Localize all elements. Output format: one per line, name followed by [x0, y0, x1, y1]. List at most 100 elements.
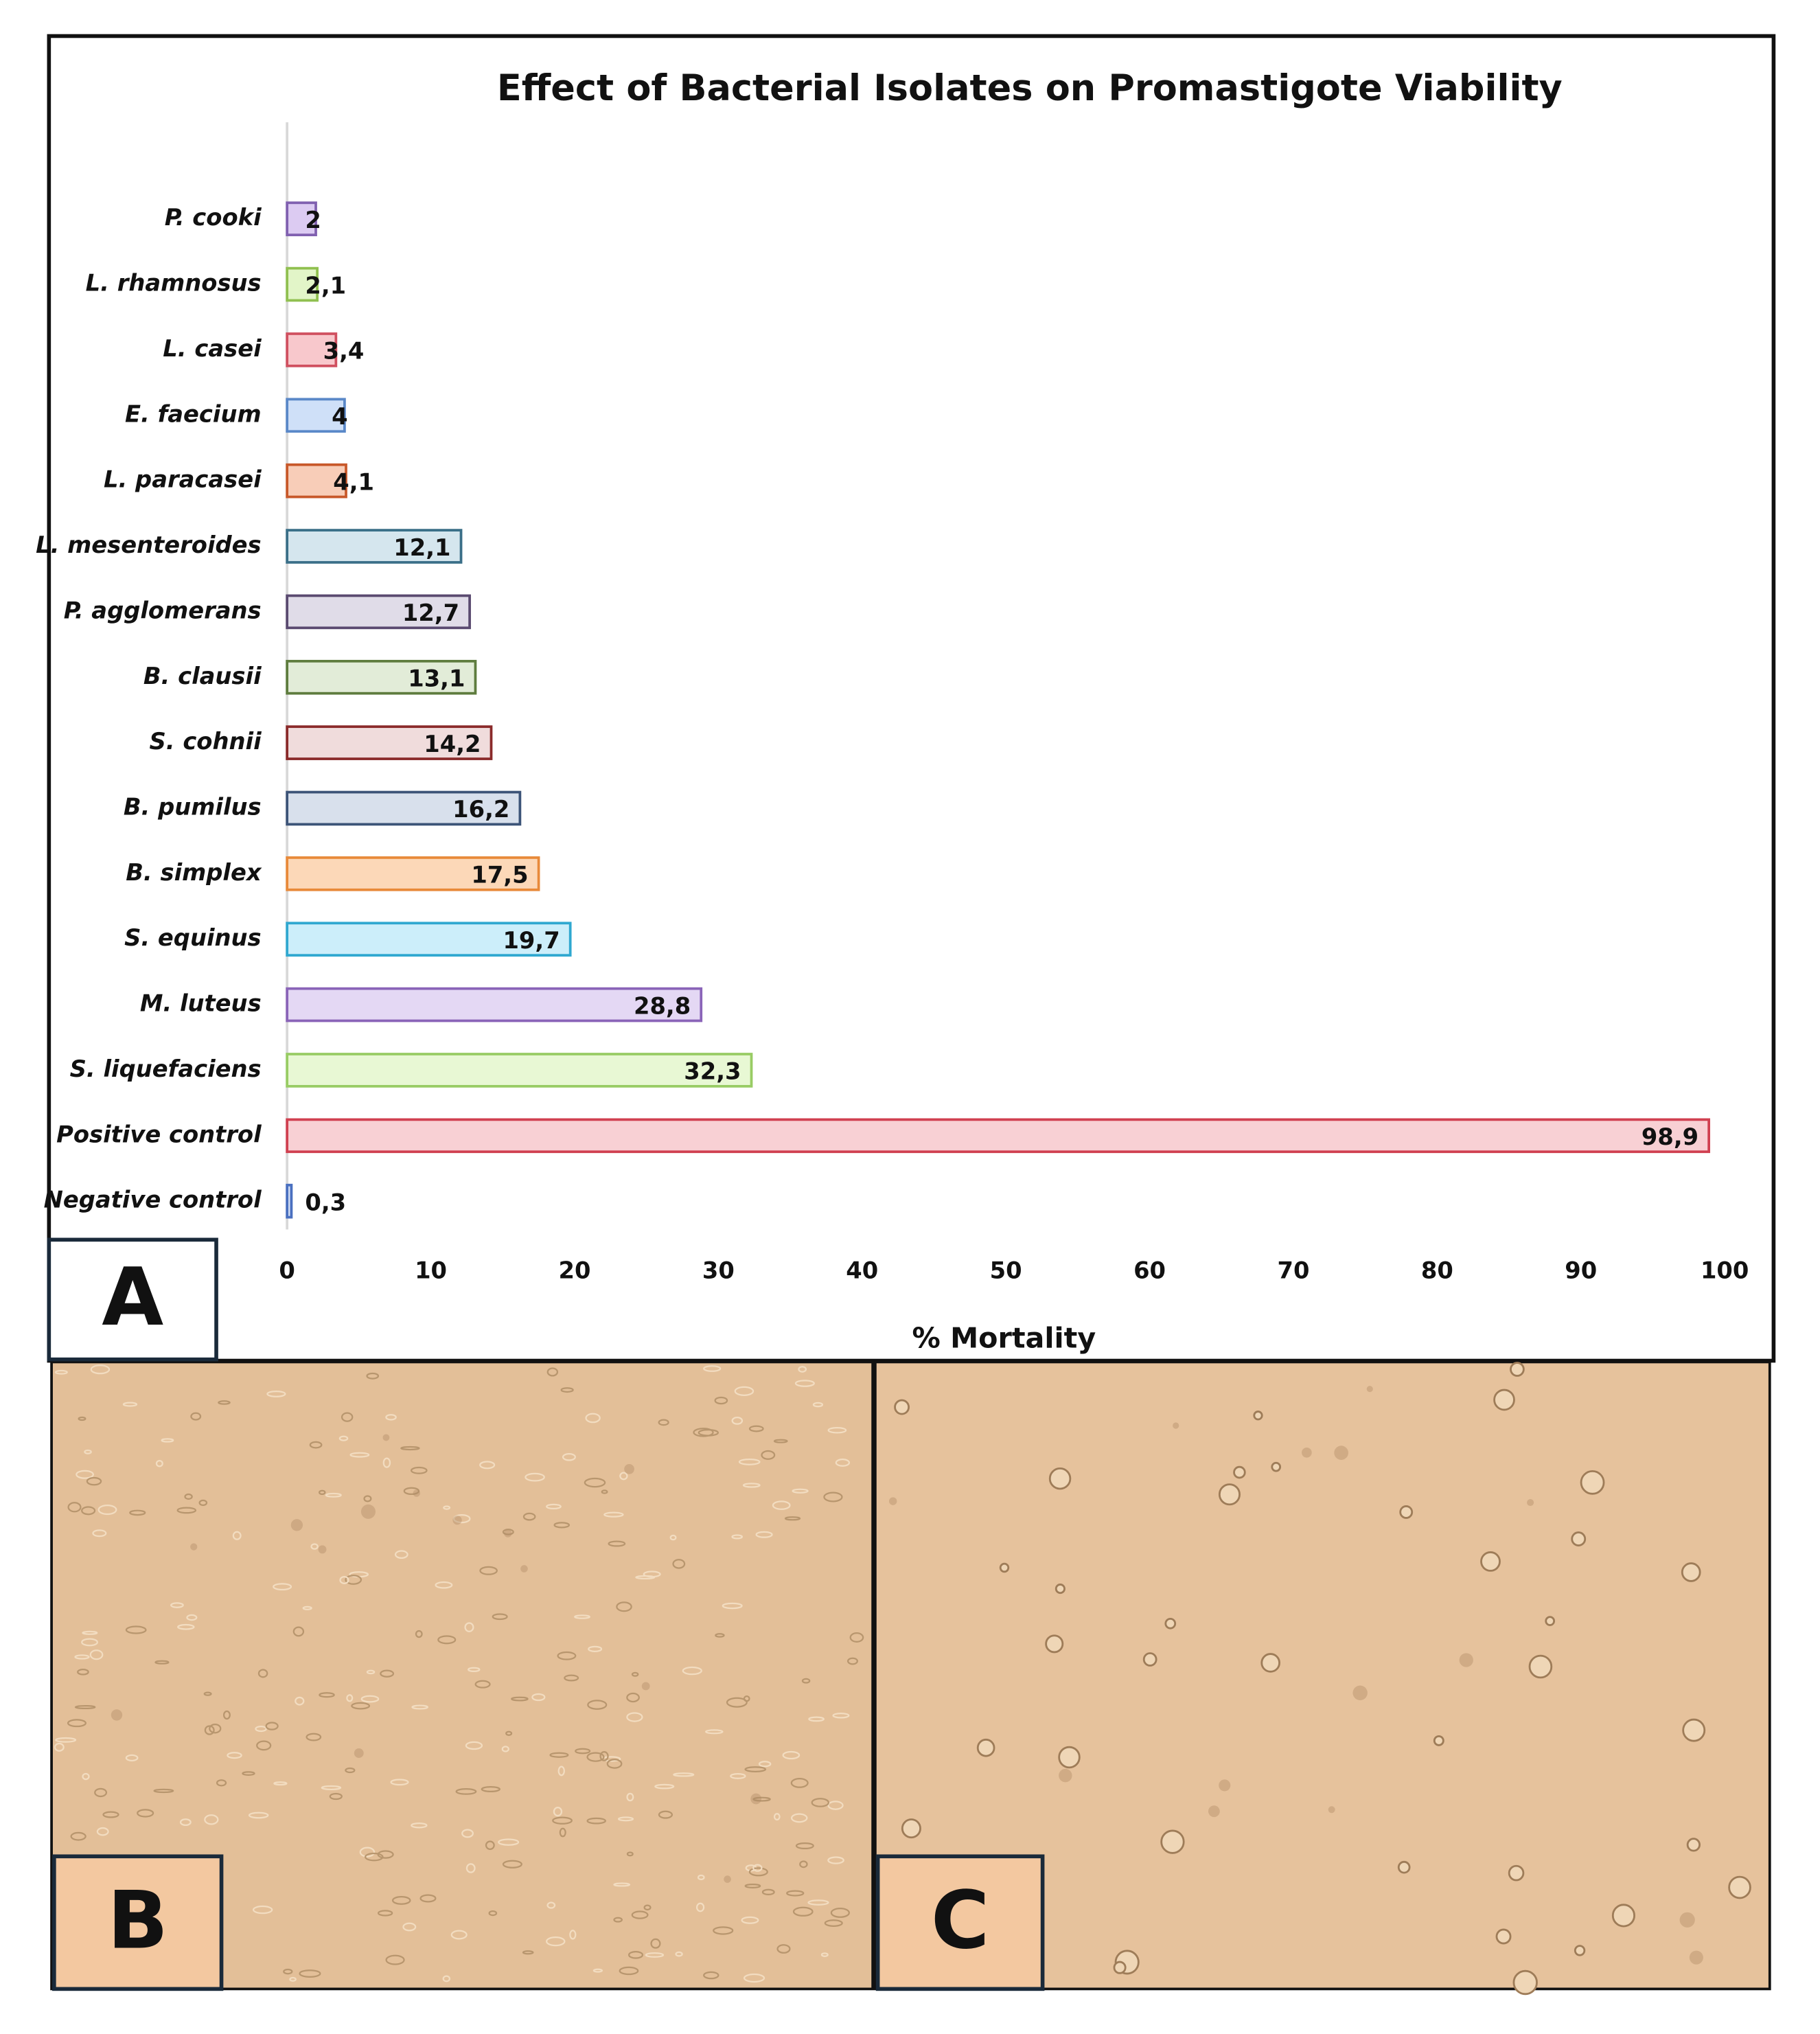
cell — [1493, 1389, 1515, 1411]
cell — [1397, 1860, 1411, 1874]
cell — [650, 1938, 661, 1949]
cell — [54, 1742, 65, 1752]
cell — [266, 1390, 286, 1397]
cell — [96, 1827, 109, 1836]
cell — [345, 1767, 356, 1774]
cell — [752, 1796, 771, 1802]
cell — [273, 1781, 288, 1786]
bar — [286, 266, 319, 302]
cell — [255, 1726, 267, 1733]
cell — [601, 1489, 608, 1494]
cell — [70, 1831, 87, 1841]
bar — [286, 398, 346, 433]
cell — [811, 1798, 829, 1807]
cell — [385, 1414, 397, 1421]
cell — [415, 1630, 423, 1638]
blot — [318, 1545, 327, 1554]
y-tick-label: L. mesenteroides — [36, 532, 262, 558]
value-label: 17,5 — [471, 862, 528, 889]
cell — [901, 1818, 921, 1839]
cell — [1399, 1505, 1414, 1519]
cell — [698, 1429, 719, 1437]
cell — [155, 1460, 163, 1467]
value-label: 3,4 — [323, 338, 365, 365]
cell — [575, 1748, 591, 1755]
cell — [569, 1930, 577, 1940]
cell — [78, 1416, 87, 1421]
value-label: 12,7 — [402, 599, 459, 626]
cell — [125, 1754, 139, 1762]
cell — [1545, 1616, 1556, 1626]
cell — [799, 1860, 808, 1869]
cell — [669, 1534, 677, 1541]
cell — [1218, 1483, 1241, 1506]
cell — [54, 1369, 68, 1375]
cell — [1528, 1654, 1553, 1679]
cell — [455, 1788, 477, 1795]
cell — [546, 1901, 556, 1909]
cell — [846, 1657, 858, 1665]
cell — [695, 1902, 705, 1912]
cell — [1253, 1410, 1263, 1421]
panel-label-box — [47, 1237, 218, 1362]
cell — [832, 1713, 850, 1719]
cell — [89, 1649, 104, 1660]
cell — [546, 1503, 562, 1510]
cell — [125, 1625, 147, 1634]
blot — [190, 1543, 198, 1551]
cell — [1510, 1362, 1525, 1377]
cell — [442, 1975, 451, 1982]
y-tick-label: P. agglomerans — [64, 597, 262, 624]
cell — [310, 1543, 319, 1550]
cell — [154, 1660, 170, 1665]
x-tick-label: 20 — [558, 1257, 590, 1284]
value-label: 12,1 — [393, 534, 450, 561]
cell — [1728, 1875, 1751, 1899]
cell — [807, 1899, 829, 1906]
blot — [1352, 1685, 1368, 1700]
cell — [827, 1801, 844, 1810]
cell — [584, 1477, 606, 1488]
cell — [731, 1417, 744, 1425]
y-tick-label: B. clausii — [143, 663, 262, 689]
cell — [786, 1890, 805, 1897]
cell — [557, 1651, 577, 1660]
cell — [675, 1951, 683, 1957]
cell — [1260, 1653, 1280, 1673]
cell — [682, 1666, 702, 1676]
cell — [608, 1540, 626, 1547]
cell — [1045, 1634, 1064, 1654]
cell — [273, 1583, 292, 1591]
cell — [726, 1697, 748, 1708]
cell — [758, 1761, 772, 1768]
cell — [808, 1716, 825, 1722]
cell — [626, 1712, 643, 1722]
cell — [820, 1952, 829, 1957]
cell — [204, 1814, 219, 1825]
cell — [81, 1638, 98, 1647]
cell — [1055, 1584, 1065, 1595]
cell — [82, 1630, 98, 1635]
cell — [784, 1516, 801, 1521]
cell — [574, 1614, 590, 1619]
bar — [286, 529, 463, 564]
cell — [790, 1777, 809, 1788]
cell — [761, 1450, 776, 1460]
cell — [481, 1785, 500, 1792]
cell — [511, 1696, 529, 1702]
y-tick-label: L. rhamnosus — [86, 270, 262, 297]
cell — [492, 1613, 508, 1621]
cell — [617, 1816, 634, 1822]
bar — [286, 332, 338, 367]
cell — [1271, 1461, 1282, 1472]
cell — [176, 1507, 197, 1514]
cell — [801, 1678, 811, 1684]
cell — [599, 1751, 609, 1761]
bar — [286, 1118, 1711, 1154]
cell — [377, 1910, 393, 1917]
blot — [1679, 1912, 1695, 1928]
blot — [750, 1793, 762, 1805]
cell — [606, 1759, 623, 1769]
cell — [360, 1695, 380, 1703]
